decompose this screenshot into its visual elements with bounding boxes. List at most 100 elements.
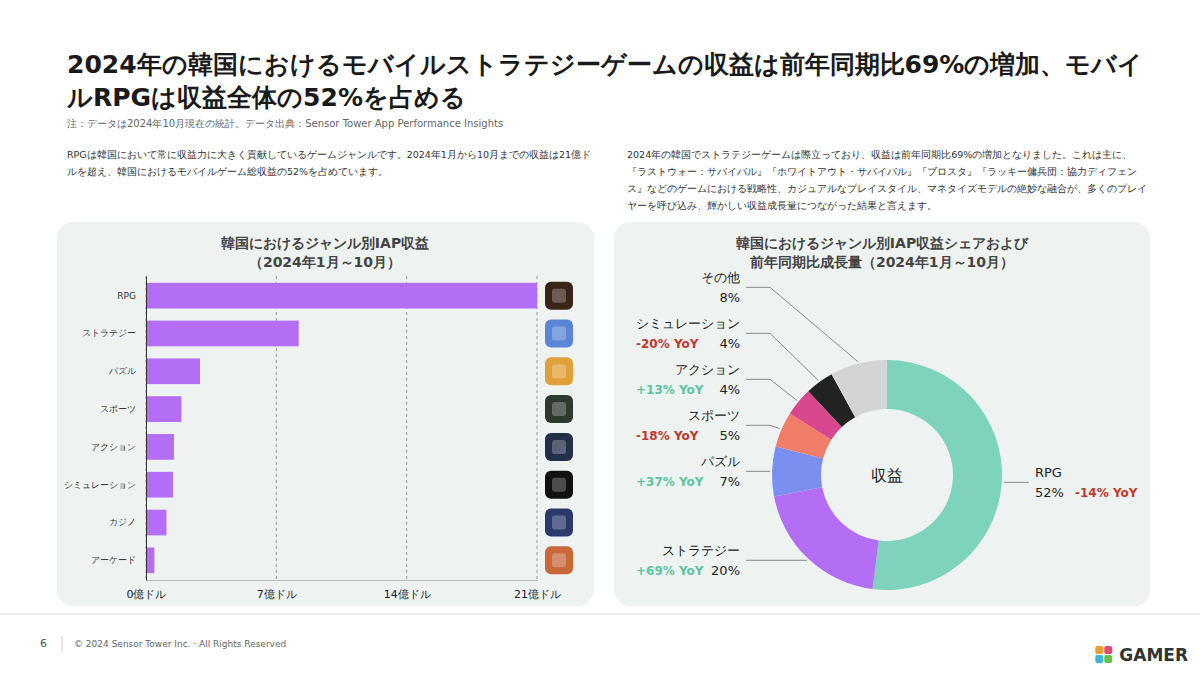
chart-title: 韓国におけるジャンル別IAP収益 （2024年1月～10月） [221, 235, 429, 270]
data-labels: RPG 52% -14% YoY ストラテジー 20% +69% YoY パズル 7% +37%… [636, 270, 1138, 578]
tick: シミュレーション [64, 480, 146, 490]
yoy-label: +13% YoY [636, 383, 704, 397]
tick: カジノ [109, 517, 146, 527]
slice-name: ストラテジー [662, 543, 740, 558]
slice-name: パズル [700, 454, 740, 469]
app-icon-detail [552, 516, 566, 530]
leader-line [1004, 482, 1029, 483]
slice-name: アクション [675, 362, 740, 377]
bar [146, 547, 154, 573]
data-label: 5% [719, 428, 740, 443]
pie-chart: 韓国におけるジャンル別IAP収益シェアおよび前年同期比成長量（2024年1月～1… [636, 235, 1138, 590]
app-icon [545, 433, 573, 461]
logo-mark [1104, 646, 1112, 654]
slice [774, 487, 879, 589]
tick-label: シミュレーション [64, 480, 136, 490]
tick-label: ストラテジー [82, 328, 136, 338]
note: 注：データは2024年10月現在の統計。データ出典：Sensor Tower A… [67, 117, 1152, 131]
bar [146, 472, 173, 498]
tick: 0億ドル [127, 580, 167, 601]
tick-label: カジノ [109, 517, 136, 527]
leader-line [746, 425, 780, 428]
bar [146, 321, 299, 347]
tick-label: アーケード [91, 555, 136, 565]
tick: スポーツ [100, 404, 146, 414]
app-icon-detail [552, 478, 566, 492]
bar [146, 283, 537, 309]
tick-label: アクション [91, 442, 136, 452]
slice-name: RPG [1035, 465, 1062, 480]
app-icon-detail [552, 440, 566, 454]
page-number: 6 [40, 637, 47, 650]
axis-line [147, 580, 538, 581]
tick-label: 7億ドル [257, 588, 297, 601]
app-icon [545, 282, 573, 310]
slice [832, 360, 887, 417]
data-label: 7% [719, 474, 740, 489]
title-line: 韓国におけるジャンル別IAP収益 [221, 235, 429, 251]
bar [146, 396, 181, 422]
logo-mark [1104, 655, 1112, 663]
title-line: 韓国におけるジャンル別IAP収益シェアおよび [736, 235, 1029, 251]
slice-name: シミュレーション [636, 316, 740, 331]
bar [146, 434, 174, 460]
tick-label: スポーツ [100, 404, 136, 414]
logo-mark [1095, 646, 1103, 654]
title-line: （2024年1月～10月） [249, 254, 401, 270]
tick-label: 21億ドル [514, 588, 561, 601]
title-line: 前年同期比成長量（2024年1月～10月） [749, 254, 1014, 270]
bar [146, 358, 200, 384]
leader-line [746, 333, 818, 380]
slice-name: スポーツ [688, 408, 740, 423]
slide: 韓国におけるジャンル別IAP収益 （2024年1月～10月） 0億ドル 7億ドル 14億… [0, 0, 1200, 675]
app-icon-detail [552, 553, 566, 567]
tick: ストラテジー [82, 328, 146, 338]
copyright: © 2024 Sensor Tower Inc. · All Rights Re… [74, 639, 286, 649]
tick: パズル [108, 366, 146, 376]
chart-title: 韓国におけるジャンル別IAP収益シェアおよび前年同期比成長量（2024年1月～1… [736, 235, 1029, 270]
axis-line [146, 277, 147, 581]
grid-line [146, 276, 147, 580]
slices [772, 360, 1002, 590]
tick: 21億ドル [514, 580, 561, 601]
logo-text: GAMER [1119, 645, 1188, 665]
data-label: 52% [1035, 485, 1064, 500]
app-icon [545, 546, 573, 574]
data-label: 4% [719, 336, 740, 351]
footer-rule [0, 614, 1200, 615]
yoy-label: -20% YoY [636, 337, 699, 351]
tick-label: パズル [108, 366, 136, 376]
yoy-label: +37% YoY [636, 475, 704, 489]
paragraph: 2024年の韓国でストラテジーゲームは際立っており、収益は前年同期比69%の増加… [627, 146, 1152, 214]
tick: 14億ドル [384, 580, 431, 601]
leader-line [746, 560, 807, 561]
leader-line [746, 287, 858, 361]
yoy-label: -14% YoY [1075, 486, 1138, 500]
footer: 6 © 2024 Sensor Tower Inc. · All Rights R… [0, 614, 1200, 665]
yoy-label: +69% YoY [636, 564, 704, 578]
app-icon-detail [552, 289, 566, 303]
app-icon [545, 357, 573, 385]
x-axis: 0億ドル 7億ドル 14億ドル 21億ドル [127, 580, 562, 601]
app-icon [545, 471, 573, 499]
paragraph: RPGは韓国において常に収益力に大きく貢献しているゲームジャンルです。2024年… [67, 146, 592, 180]
grid-line [406, 276, 407, 580]
bars [146, 283, 537, 573]
data-label: 8% [719, 290, 740, 305]
panel [614, 222, 1150, 606]
app-icon-detail [552, 364, 566, 378]
data-label: 20% [711, 563, 740, 578]
app-icon [545, 395, 573, 423]
app-icon [545, 319, 573, 347]
tick: アーケード [91, 555, 146, 565]
tick: RPG [117, 291, 146, 301]
bar [146, 510, 166, 536]
grid-line [537, 276, 538, 580]
app-icons [545, 282, 573, 575]
tick-label: RPG [117, 291, 136, 301]
center-label: 収益 [871, 466, 903, 485]
y-axis: RPG ストラテジーパズルスポーツアクションシミュレーションカジノアーケード [64, 277, 147, 581]
bar-chart: 韓国におけるジャンル別IAP収益 （2024年1月～10月） 0億ドル 7億ドル 14億… [64, 235, 573, 601]
tick-label: 0億ドル [127, 588, 167, 601]
slice-name: その他 [701, 270, 740, 285]
